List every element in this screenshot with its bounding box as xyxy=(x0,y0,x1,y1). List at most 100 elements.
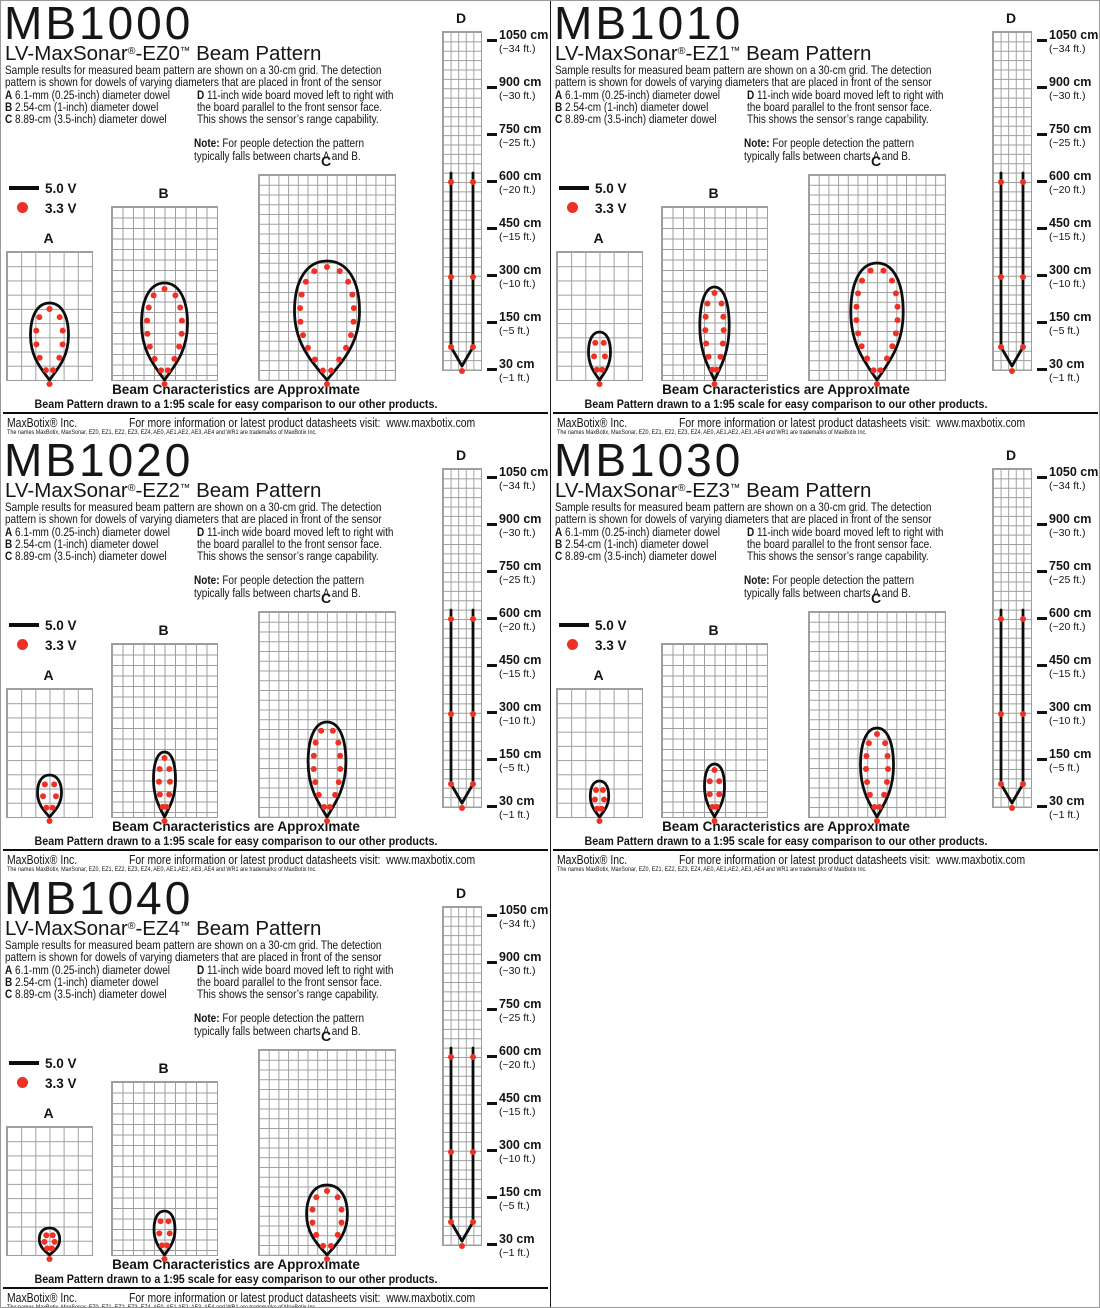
scale-ft-label: (~20 ft.) xyxy=(499,621,536,633)
chart-label-a: A xyxy=(43,230,54,246)
scale-cm-label: 300 cm xyxy=(1049,263,1092,277)
scale-ft-label: (~34 ft.) xyxy=(499,43,536,55)
beam-chart-d xyxy=(442,468,482,811)
dowel-key-a: A xyxy=(5,525,13,539)
chart-label-d: D xyxy=(1005,447,1017,463)
scale-ft-label: (~10 ft.) xyxy=(1049,278,1086,290)
scale-tick xyxy=(487,274,497,277)
beam-overlay-d xyxy=(448,1046,476,1249)
chart-label-b: B xyxy=(158,622,169,638)
scale-cm-label: 750 cm xyxy=(499,997,542,1011)
legend-label-3v: 3.3 V xyxy=(45,201,77,216)
dowel-text-a: 6.1-mm (0.25-inch) diameter dowel xyxy=(15,963,170,977)
beam-chart-d xyxy=(442,31,482,374)
trademark-mark: ™ xyxy=(179,920,191,932)
footer-company: MaxBotix® Inc. xyxy=(557,852,628,867)
scale-cm-label: 450 cm xyxy=(499,216,542,230)
scale-tick xyxy=(1037,180,1047,183)
dowel-row-c: C 8.89-cm (3.5-inch) diameter dowel xyxy=(5,988,170,1000)
model-title: MB1020 xyxy=(4,434,194,486)
scale-ft-label: (~5 ft.) xyxy=(499,1200,530,1212)
board-row-1: D 11-inch wide board moved left to right… xyxy=(197,964,393,976)
scale-ft-label: (~20 ft.) xyxy=(499,1059,536,1071)
dowel-key-b: B xyxy=(555,537,563,552)
product-subtitle: LV-MaxSonar®-EZ4™ Beam Pattern xyxy=(5,916,321,939)
board-legend: D 11-inch wide board moved left to right… xyxy=(197,964,393,1001)
people-detection-note: Note: For people detection the pattern ty… xyxy=(194,137,364,162)
scale-tick xyxy=(487,523,497,526)
scale-cm-label: 750 cm xyxy=(1049,559,1092,573)
dowel-text-b: 2.54-cm (1-inch) diameter dowel xyxy=(565,537,709,552)
line-swatch-5v-icon xyxy=(559,623,589,627)
chart-label-a: A xyxy=(43,1105,54,1121)
scale-cm-label: 900 cm xyxy=(499,75,542,89)
beam-chart-d xyxy=(442,906,482,1249)
scale-note: Beam Pattern drawn to a 1:95 scale for e… xyxy=(34,834,438,848)
board-text-1: 11-inch wide board moved left to right w… xyxy=(207,525,394,539)
panel-mb1000: MB1000 LV-MaxSonar®-EZ0™ Beam Pattern Sa… xyxy=(1,1,551,438)
subtitle-tail: Beam Pattern xyxy=(190,42,322,65)
scale-tick xyxy=(1037,758,1047,761)
beam-chart-c xyxy=(808,611,946,824)
dowel-key-a: A xyxy=(5,88,13,102)
footer-trademark: The names MaxBotix, MaxSonar, EZ0, EZ1, … xyxy=(7,866,317,873)
line-swatch-5v-icon xyxy=(9,186,39,190)
dowel-text-c: 8.89-cm (3.5-inch) diameter dowel xyxy=(565,112,717,127)
subtitle-tail: Beam Pattern xyxy=(740,42,872,65)
beam-overlay-d xyxy=(998,171,1026,374)
scale-tick xyxy=(1037,805,1047,808)
scale-ft-label: (~25 ft.) xyxy=(499,137,536,149)
dowel-text-c: 8.89-cm (3.5-inch) diameter dowel xyxy=(15,112,167,127)
note-line-1: For people detection the pattern xyxy=(222,573,365,587)
board-legend: D 11-inch wide board moved left to right… xyxy=(197,526,393,563)
dowel-row-b: B 2.54-cm (1-inch) diameter dowel xyxy=(5,101,170,113)
board-row-3: This shows the sensor’s range capability… xyxy=(197,987,379,1002)
scale-ft-label: (~30 ft.) xyxy=(499,90,536,102)
people-detection-note: Note: For people detection the pattern ty… xyxy=(194,574,364,599)
scale-ft-label: (~20 ft.) xyxy=(499,184,536,196)
product-subtitle: LV-MaxSonar®-EZ0™ Beam Pattern xyxy=(5,41,321,64)
legend-label-5v: 5.0 V xyxy=(45,1056,77,1071)
scale-cm-label: 450 cm xyxy=(1049,216,1092,230)
scale-ft-label: (~15 ft.) xyxy=(499,668,536,680)
product-subtitle: LV-MaxSonar®-EZ1™ Beam Pattern xyxy=(555,41,871,64)
people-detection-note: Note: For people detection the pattern ty… xyxy=(194,1012,364,1037)
scale-ft-label: (~15 ft.) xyxy=(1049,231,1086,243)
description-line-1: Sample results for measured beam pattern… xyxy=(5,938,382,952)
scale-cm-label: 1050 cm xyxy=(1049,28,1099,42)
scale-tick xyxy=(487,476,497,479)
scale-ft-label: (~15 ft.) xyxy=(499,1106,536,1118)
footer-info: For more information or latest product d… xyxy=(679,415,1026,430)
scale-tick xyxy=(487,805,497,808)
scale-ft-label: (~15 ft.) xyxy=(499,231,536,243)
dowel-text-a: 6.1-mm (0.25-inch) diameter dowel xyxy=(15,88,170,102)
scale-tick xyxy=(1037,86,1047,89)
scale-cm-label: 900 cm xyxy=(1049,512,1092,526)
board-row-2: the board parallel to the front sensor f… xyxy=(747,100,932,115)
dowel-text-b: 2.54-cm (1-inch) diameter dowel xyxy=(15,100,159,115)
footer-divider xyxy=(553,412,1098,414)
note-line-1: For people detection the pattern xyxy=(222,136,365,150)
beam-chart-b xyxy=(111,206,218,387)
dowel-key-a: A xyxy=(5,963,13,977)
scale-tick xyxy=(487,321,497,324)
board-row-2: the board parallel to the front sensor f… xyxy=(197,975,382,990)
note-line-2: typically falls between charts A and B. xyxy=(194,148,361,163)
scale-tick xyxy=(1037,321,1047,324)
registered-mark: ® xyxy=(127,920,136,932)
note-label: Note: xyxy=(744,136,770,150)
beam-overlay-d xyxy=(998,608,1026,811)
chart-label-c: C xyxy=(870,153,882,169)
trademark-mark: ™ xyxy=(729,482,741,494)
dowel-key-c: C xyxy=(555,549,563,564)
dowel-text-b: 2.54-cm (1-inch) diameter dowel xyxy=(15,975,159,990)
beam-chart-b xyxy=(661,643,768,824)
note-line-2: typically falls between charts A and B. xyxy=(744,585,911,600)
note-label: Note: xyxy=(194,573,220,587)
scale-cm-label: 1050 cm xyxy=(499,465,549,479)
chart-label-b: B xyxy=(158,1060,169,1076)
beam-overlay-b xyxy=(140,281,189,387)
dowel-row-c: C 8.89-cm (3.5-inch) diameter dowel xyxy=(555,550,720,562)
dot-swatch-3v-icon xyxy=(17,202,28,213)
scale-ft-label: (~5 ft.) xyxy=(499,325,530,337)
